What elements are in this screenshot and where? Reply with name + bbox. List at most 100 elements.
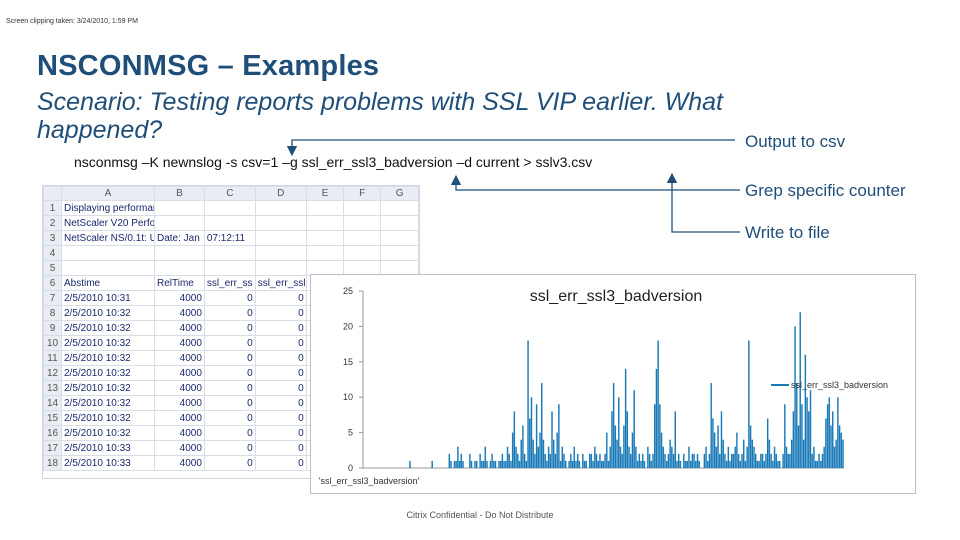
bar: [828, 397, 831, 468]
bar: [636, 460, 639, 468]
bar: [527, 340, 529, 468]
bar: [553, 439, 555, 468]
table-cell: 0: [254, 290, 307, 306]
table-cell: [305, 245, 345, 261]
table-cell: [203, 200, 256, 216]
bar: [453, 460, 456, 468]
bar: [602, 460, 605, 468]
bar: [469, 453, 471, 468]
bar: [448, 453, 451, 468]
row-number: 1: [43, 200, 62, 216]
bar: [743, 439, 745, 468]
scenario-text: Scenario: Testing reports problems with …: [37, 88, 723, 144]
table-cell: 4000: [154, 395, 205, 411]
bar: [455, 460, 457, 468]
clipping-timestamp: Screen clipping taken: 3/24/2010, 1:59 P…: [6, 18, 138, 25]
bar: [676, 460, 678, 468]
table-cell: 2/5/2010 10:32: [61, 425, 155, 441]
bar: [501, 453, 504, 468]
table-cell: [61, 245, 155, 261]
bar: [801, 404, 803, 468]
table-cell: 0: [254, 440, 307, 456]
table-cell: NetScaler V20 Performance Data: [61, 215, 155, 231]
bar: [614, 425, 617, 468]
bar: [511, 432, 514, 468]
table-cell: 0: [203, 440, 256, 456]
bar: [648, 453, 651, 468]
bar: [741, 453, 743, 468]
bar: [508, 453, 510, 468]
table-cell: Date: Jan: [154, 230, 205, 246]
bar: [481, 460, 483, 468]
bar: [643, 460, 646, 468]
bar: [409, 460, 411, 468]
column-header: C: [203, 186, 256, 201]
bar: [758, 460, 760, 468]
bar: [491, 453, 493, 468]
column-header: A: [61, 186, 155, 201]
bar: [547, 446, 550, 468]
bar: [693, 453, 695, 468]
table-cell: [254, 200, 307, 216]
table-cell: 4000: [154, 425, 205, 441]
row-number: 9: [43, 320, 62, 336]
y-tick-label: 15: [343, 357, 353, 367]
bar: [695, 460, 697, 468]
table-cell: 0: [203, 410, 256, 426]
table-cell: 4000: [154, 335, 205, 351]
bar: [590, 453, 593, 468]
bar: [599, 453, 601, 468]
bar: [604, 453, 606, 468]
bar: [655, 368, 658, 468]
table-cell: 2/5/2010 10:33: [61, 440, 155, 456]
bar: [431, 460, 433, 468]
bar: [458, 460, 461, 468]
bar: [727, 446, 730, 468]
bar: [571, 460, 574, 468]
table-cell: 4000: [154, 365, 205, 381]
bar: [650, 460, 653, 468]
bar: [546, 460, 548, 468]
bar: [607, 460, 610, 468]
bar: [698, 460, 700, 468]
bar: [595, 453, 598, 468]
bar: [808, 411, 810, 468]
table-cell: 0: [254, 455, 307, 471]
bar: [575, 460, 577, 468]
bar: [484, 446, 486, 468]
bar: [825, 418, 827, 468]
row-number: 3: [43, 230, 62, 246]
footer-confidential: Citrix Confidential - Do Not Distribute: [406, 510, 554, 520]
bar: [705, 446, 707, 468]
bar: [506, 446, 509, 468]
bar: [792, 411, 795, 468]
bar: [635, 446, 637, 468]
bar: [816, 460, 819, 468]
bar: [707, 460, 709, 468]
table-cell: 0: [254, 425, 307, 441]
table-cell: [254, 245, 307, 261]
row-number: 8: [43, 305, 62, 321]
bar: [626, 411, 629, 468]
bar: [838, 425, 841, 468]
table-cell: 4000: [154, 455, 205, 471]
table-cell: [203, 245, 256, 261]
table-cell: [203, 215, 256, 231]
bar: [652, 453, 654, 468]
bar: [544, 453, 546, 468]
table-cell: 0: [203, 290, 256, 306]
bar: [842, 439, 844, 468]
table-cell: 2/5/2010 10:32: [61, 320, 155, 336]
chart-title: ssl_err_ssl3_badversion: [530, 288, 703, 305]
table-cell: [154, 245, 205, 261]
row-number: 11: [43, 350, 62, 366]
bar: [756, 460, 759, 468]
table-cell: 2/5/2010 10:32: [61, 305, 155, 321]
bar: [475, 460, 478, 468]
bar: [784, 404, 786, 468]
bar: [551, 411, 553, 468]
bar: [754, 453, 757, 468]
